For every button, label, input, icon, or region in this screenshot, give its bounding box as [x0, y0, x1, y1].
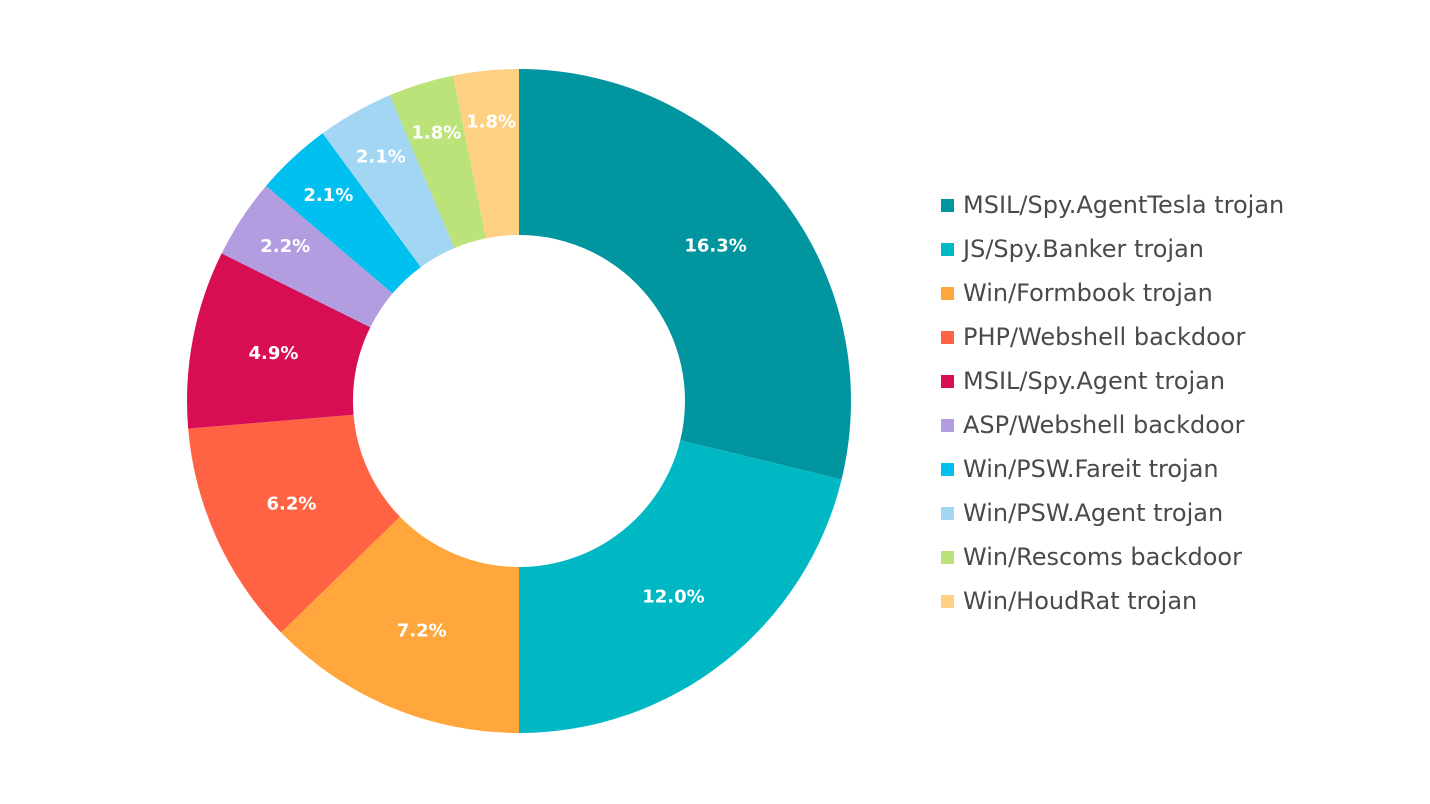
legend-label: Win/PSW.Agent trojan — [963, 499, 1224, 527]
legend-item: Win/HoudRat trojan — [941, 579, 1401, 623]
slice-data-label: 4.9% — [248, 343, 298, 364]
legend-swatch — [941, 418, 954, 432]
slice-data-label: 12.0% — [642, 587, 704, 608]
donut-data-labels: 16.3%12.0%7.2%6.2%4.9%2.2%2.1%2.1%1.8%1.… — [248, 111, 746, 641]
donut-slice — [281, 516, 519, 733]
legend-label: JS/Spy.Banker trojan — [963, 235, 1204, 263]
donut-slice — [519, 69, 852, 480]
legend-swatch — [941, 462, 954, 476]
legend-item: JS/Spy.Banker trojan — [941, 227, 1401, 271]
legend-item: Win/PSW.Agent trojan — [941, 491, 1401, 535]
slice-data-label: 16.3% — [684, 236, 746, 257]
donut-slice — [266, 133, 421, 294]
legend-item: Win/Formbook trojan — [941, 271, 1401, 315]
slice-data-label: 2.1% — [356, 146, 406, 167]
donut-slice — [453, 69, 519, 239]
legend-label: Win/Formbook trojan — [963, 279, 1213, 307]
donut-slice — [221, 185, 393, 328]
slice-data-label: 7.2% — [397, 620, 447, 641]
legend-item: MSIL/Spy.Agent trojan — [941, 359, 1401, 403]
legend-label: Win/HoudRat trojan — [963, 587, 1198, 615]
legend-item: ASP/Webshell backdoor — [941, 403, 1401, 447]
legend-item: Win/PSW.Fareit trojan — [941, 447, 1401, 491]
donut-slice — [389, 75, 487, 249]
legend-label: ASP/Webshell backdoor — [963, 411, 1245, 439]
slice-data-label: 6.2% — [267, 494, 317, 515]
donut-slice — [322, 95, 455, 268]
donut-slice — [519, 440, 842, 733]
donut-slice — [187, 253, 371, 429]
legend-swatch — [941, 374, 954, 388]
donut-slices — [187, 69, 852, 733]
legend-swatch — [941, 330, 954, 344]
legend-swatch — [941, 198, 954, 212]
legend-item: MSIL/Spy.AgentTesla trojan — [941, 183, 1401, 227]
legend-item: PHP/Webshell backdoor — [941, 315, 1401, 359]
slice-data-label: 2.1% — [303, 185, 353, 206]
chart-legend: MSIL/Spy.AgentTesla trojan JS/Spy.Banker … — [941, 183, 1401, 623]
legend-swatch — [941, 506, 954, 520]
legend-swatch — [941, 286, 954, 300]
legend-swatch — [941, 594, 954, 608]
legend-swatch — [941, 242, 954, 256]
donut-slice — [188, 414, 401, 633]
slice-data-label: 1.8% — [411, 122, 461, 143]
legend-label: MSIL/Spy.Agent trojan — [963, 367, 1226, 395]
legend-label: Win/PSW.Fareit trojan — [963, 455, 1219, 483]
slice-data-label: 1.8% — [466, 111, 516, 132]
legend-item: Win/Rescoms backdoor — [941, 535, 1401, 579]
slice-data-label: 2.2% — [260, 236, 310, 257]
legend-swatch — [941, 550, 954, 564]
legend-label: PHP/Webshell backdoor — [963, 323, 1246, 351]
legend-label: MSIL/Spy.AgentTesla trojan — [963, 191, 1285, 219]
legend-label: Win/Rescoms backdoor — [963, 543, 1242, 571]
